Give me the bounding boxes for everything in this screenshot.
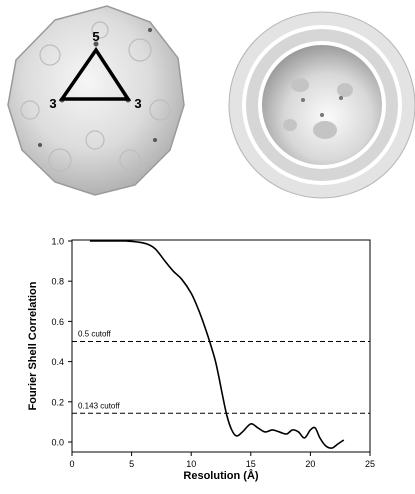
x-tick-label: 20 xyxy=(305,459,315,469)
x-axis-label: Resolution (Å) xyxy=(183,469,258,482)
y-tick-label: 0.2 xyxy=(51,397,64,407)
y-tick-label: 0.6 xyxy=(51,317,64,327)
y-tick-label: 0.0 xyxy=(51,438,64,448)
fsc-chart: 0.0 0.2 0.4 0.6 0.8 1.0 0 5 10 15 20 25 0.5 cutoff… xyxy=(27,237,375,483)
fsc-chart-panel: 0.0 0.2 0.4 0.6 0.8 1.0 0 5 10 15 20 25 0.5 cutoff… xyxy=(0,220,415,489)
y-tick-label: 0.8 xyxy=(51,277,64,287)
x-tick-label: 0 xyxy=(69,459,74,469)
label-threefold-left: 3 xyxy=(49,96,56,111)
label-threefold-right: 3 xyxy=(134,96,141,111)
y-tick-label: 1.0 xyxy=(51,237,64,247)
x-tick-label: 15 xyxy=(246,459,256,469)
cutaway-pores xyxy=(301,96,343,117)
label-fivefold: 5 xyxy=(92,29,99,44)
cutaway-inner-texture xyxy=(283,78,353,139)
cutoff-label: 0.5 cutoff xyxy=(78,330,112,339)
density-map-svg: 5 3 3 xyxy=(7,5,415,199)
y-axis: 0.0 0.2 0.4 0.6 0.8 1.0 xyxy=(51,237,72,448)
cutoff-label: 0.143 cutoff xyxy=(78,401,120,410)
y-tick-label: 0.4 xyxy=(51,357,64,367)
x-tick-label: 10 xyxy=(186,459,196,469)
fsc-series xyxy=(89,240,345,449)
x-tick-label: 5 xyxy=(129,459,134,469)
x-axis: 0 5 10 15 20 25 xyxy=(69,452,375,469)
capsid-cutaway-map xyxy=(228,11,415,199)
capsid-surface-texture xyxy=(20,21,171,172)
y-axis-label: Fourier Shell Correlation xyxy=(27,281,39,410)
symmetry-triangle xyxy=(58,46,132,101)
fsc-curve xyxy=(89,240,345,449)
capsid-surface-map: 5 3 3 xyxy=(7,5,185,196)
density-map-panel: 5 3 3 xyxy=(0,0,415,205)
plot-area-frame xyxy=(71,239,371,453)
reference-lines: 0.5 cutoff 0.143 cutoff xyxy=(72,330,370,414)
x-tick-label: 25 xyxy=(365,459,375,469)
